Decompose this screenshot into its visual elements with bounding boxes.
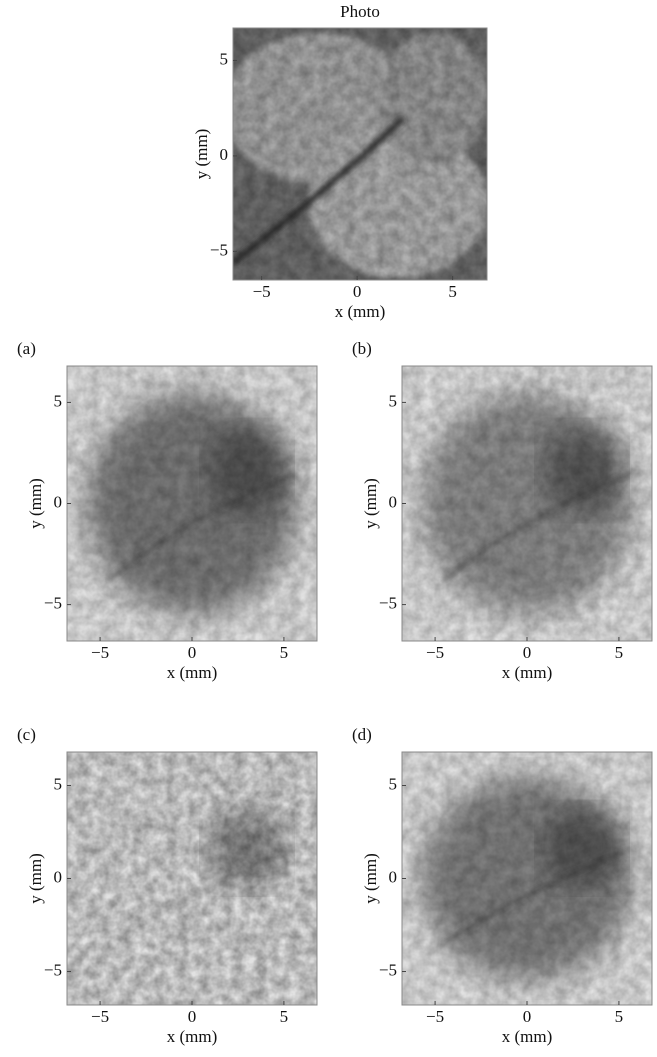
image [67,752,317,1005]
x-tick-label: −5 [253,282,271,301]
y-tick-label: −5 [44,594,62,613]
x-axis-label: x (mm) [502,663,553,682]
y-axis-label: y (mm) [26,853,45,904]
y-tick-label: 0 [220,145,229,164]
x-tick-label: −5 [91,643,109,662]
x-tick-label: 5 [280,643,289,662]
y-axis-label: y (mm) [192,129,211,180]
y-tick-label: 5 [389,774,398,793]
y-tick-label: 0 [389,492,398,511]
texture [67,752,317,1005]
x-tick-label: −5 [426,643,444,662]
y-tick-label: 5 [54,391,63,410]
y-axis-label: y (mm) [361,478,380,529]
image [402,366,652,641]
y-tick-label: 0 [54,867,63,886]
panel-label: (b) [352,339,372,358]
texture [402,366,652,641]
x-axis-label: x (mm) [167,663,218,682]
image-panel: −5 0 5 −5 0 5 x (mm) y (mm) (d) [352,725,653,1046]
x-tick-label: 0 [523,643,532,662]
x-tick-label: 5 [615,1007,624,1026]
image-panel: −5 0 5 −5 0 5 x (mm) y (mm) Photo [192,2,488,321]
texture [402,752,652,1005]
y-tick-label: 0 [389,867,398,886]
x-tick-label: 5 [280,1007,289,1026]
x-tick-label: 0 [188,643,197,662]
panel-label: (c) [17,725,36,744]
y-tick-label: −5 [379,594,397,613]
texture [67,366,317,641]
image [67,366,317,641]
image [233,28,487,280]
x-axis-label: x (mm) [167,1027,218,1046]
y-tick-label: −5 [210,240,228,259]
y-axis-label: y (mm) [26,478,45,529]
y-tick-label: 5 [54,774,63,793]
image-panel: −5 0 5 −5 0 5 x (mm) y (mm) (b) [352,339,653,682]
frame [232,27,488,281]
y-tick-label: −5 [44,960,62,979]
panel-label: (a) [17,339,36,358]
x-tick-label: 0 [523,1007,532,1026]
x-tick-label: 5 [615,643,624,662]
panel-label: (d) [352,725,372,744]
y-tick-label: 5 [220,49,229,68]
x-tick-label: 0 [188,1007,197,1026]
y-tick-label: −5 [379,960,397,979]
x-axis-label: x (mm) [335,302,386,321]
image-panel: −5 0 5 −5 0 5 x (mm) y (mm) (c) [17,725,318,1046]
x-axis-label: x (mm) [502,1027,553,1046]
x-tick-label: 5 [448,282,457,301]
x-tick-label: −5 [91,1007,109,1026]
image [402,752,652,1005]
y-axis-label: y (mm) [361,853,380,904]
panel-title: Photo [340,2,380,21]
texture [233,28,487,280]
x-tick-label: −5 [426,1007,444,1026]
x-tick-label: 0 [353,282,362,301]
y-tick-label: 5 [389,391,398,410]
image-panel: −5 0 5 −5 0 5 x (mm) y (mm) (a) [17,339,318,682]
y-tick-label: 0 [54,492,63,511]
